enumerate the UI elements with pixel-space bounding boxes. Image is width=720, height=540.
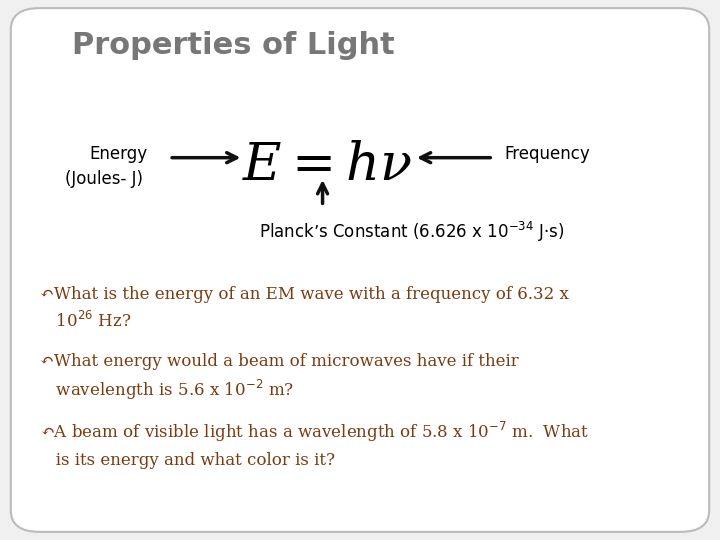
Text: $E = h\nu$: $E = h\nu$ (243, 139, 413, 191)
Text: (Joules- J): (Joules- J) (66, 170, 143, 188)
FancyBboxPatch shape (11, 8, 709, 532)
Text: wavelength is 5.6 x 10$^{-2}$ m?: wavelength is 5.6 x 10$^{-2}$ m? (40, 378, 294, 402)
Text: ↶What is the energy of an EM wave with a frequency of 6.32 x: ↶What is the energy of an EM wave with a… (40, 286, 569, 303)
Text: Planck’s Constant (6.626 x 10$^{-34}$ J·s): Planck’s Constant (6.626 x 10$^{-34}$ J·… (259, 220, 564, 244)
Text: ↶A beam of visible light has a wavelength of 5.8 x 10$^{-7}$ m.  What: ↶A beam of visible light has a wavelengt… (40, 420, 589, 444)
Text: Frequency: Frequency (504, 145, 590, 163)
Text: ↶What energy would a beam of microwaves have if their: ↶What energy would a beam of microwaves … (40, 353, 518, 370)
Text: Energy: Energy (90, 145, 148, 163)
Text: 10$^{26}$ Hz?: 10$^{26}$ Hz? (40, 311, 131, 332)
Text: is its energy and what color is it?: is its energy and what color is it? (40, 451, 335, 469)
Text: Properties of Light: Properties of Light (72, 31, 395, 60)
